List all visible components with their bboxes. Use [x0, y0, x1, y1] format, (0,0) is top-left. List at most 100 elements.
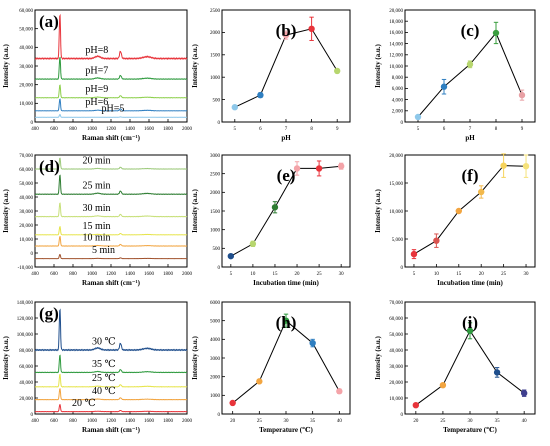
- data-point: [293, 165, 301, 172]
- x-tick-label: 1200: [106, 272, 117, 277]
- x-tick-label: 2000: [182, 419, 193, 424]
- x-tick-label: 25: [317, 272, 323, 277]
- y-tick-label: -10,000: [18, 266, 34, 271]
- y-tick-label: 16,000: [389, 31, 403, 36]
- x-tick-label: 6: [443, 127, 446, 132]
- x-tick-label: 35: [495, 419, 501, 424]
- data-point: [520, 390, 528, 397]
- x-tick-label: 1400: [125, 419, 136, 424]
- data-point: [500, 162, 507, 169]
- y-tick-label: 0: [31, 121, 34, 126]
- y-tick-label: 40,000: [389, 349, 403, 354]
- series-label: 25 min: [83, 181, 111, 192]
- x-tick-label: 40: [522, 419, 528, 424]
- y-tick-label: 1000: [210, 76, 221, 81]
- x-tick-label: 1800: [163, 127, 174, 132]
- y-tick-label: 0: [31, 413, 34, 418]
- y-tick-label: 30,000: [19, 65, 33, 70]
- y-tick-label: 40,000: [19, 196, 33, 201]
- panel-letter: (b): [276, 21, 297, 40]
- data-point: [308, 25, 315, 33]
- data-point: [336, 388, 343, 395]
- x-tick-label: 8: [495, 127, 498, 132]
- data-point: [309, 339, 316, 347]
- y-axis-label: Intensity (a.u.): [374, 335, 382, 379]
- y-tick-label: 8,000: [392, 76, 404, 81]
- y-tick-label: 30,000: [19, 210, 33, 215]
- panel-letter: (e): [277, 166, 296, 185]
- x-tick-label: 25: [501, 272, 507, 277]
- series-label: pH=6: [85, 97, 108, 108]
- panel-letter: (d): [39, 157, 60, 176]
- data-line: [234, 28, 338, 108]
- y-axis-label: Intensity (a.u.): [374, 43, 382, 87]
- data-line: [230, 165, 342, 257]
- series-label: 25 ℃: [92, 373, 116, 384]
- panel-letter: (c): [461, 21, 480, 40]
- y-tick-label: 60,000: [19, 9, 33, 14]
- spectrum-line: [35, 373, 188, 388]
- series-label: 15 min: [83, 221, 111, 232]
- x-tick-label: 30: [339, 272, 345, 277]
- y-tick-label: 2000: [210, 31, 221, 36]
- x-axis-label: Raman shift (cm⁻¹): [82, 426, 141, 434]
- x-axis-label: pH: [281, 134, 291, 142]
- data-point: [439, 382, 447, 389]
- panel-h: 20 25 30 35 40 0 1000 2000 3000 4000 5000 6000 Tempe…: [191, 301, 351, 434]
- series-label: 5 min: [92, 245, 115, 256]
- y-tick-label: 2500: [210, 9, 221, 14]
- panel-letter: (f): [462, 166, 479, 185]
- y-tick-label: 50,000: [19, 182, 33, 187]
- data-point: [282, 31, 290, 39]
- data-point: [229, 399, 236, 407]
- x-tick-label: 800: [69, 419, 77, 424]
- y-tick-label: 60,000: [389, 317, 403, 322]
- x-tick-label: 1600: [144, 127, 155, 132]
- y-tick-label: 20,000: [19, 224, 33, 229]
- x-tick-label: 10: [434, 272, 440, 277]
- panel-d: 400 600 800 1000 1200 1400 1600 1800 2000 -10,000…: [2, 154, 193, 287]
- data-point: [493, 369, 501, 376]
- spectrum-line: [34, 174, 188, 196]
- x-tick-label: 600: [50, 127, 58, 132]
- data-point: [455, 207, 462, 215]
- x-tick-label: 800: [69, 127, 77, 132]
- x-tick-label: 400: [31, 272, 39, 277]
- series-label: pH=9: [85, 84, 108, 95]
- panel-e: 5 10 15 20 25 30 0 500 1000 1500 2000 2500 3000 Incub…: [191, 154, 351, 287]
- spectrum-line: [34, 308, 188, 352]
- y-tick-label: 1500: [210, 210, 221, 215]
- y-tick-label: 30,000: [389, 365, 403, 370]
- x-tick-label: 30: [284, 419, 290, 424]
- y-tick-label: 10,000: [389, 397, 403, 402]
- x-tick-label: 1400: [125, 272, 136, 277]
- panel-letter: (a): [39, 12, 59, 31]
- x-axis-label: Raman shift (cm⁻¹): [82, 134, 141, 142]
- x-tick-label: 20: [413, 419, 419, 424]
- x-tick-label: 6: [259, 127, 262, 132]
- data-point: [231, 104, 239, 111]
- data-line: [413, 165, 527, 255]
- y-tick-label: 60,000: [19, 365, 33, 370]
- y-tick-label: 70,000: [19, 154, 33, 159]
- y-tick-label: 10,000: [19, 238, 33, 243]
- y-tick-label: 100,000: [17, 333, 34, 338]
- x-tick-label: 35: [310, 419, 316, 424]
- y-tick-label: 14,000: [389, 42, 403, 47]
- y-tick-label: 1000: [210, 228, 221, 233]
- x-tick-label: 7: [285, 127, 288, 132]
- y-tick-label: 40,000: [19, 381, 33, 386]
- panel-g: 400 600 800 1000 1200 1400 1600 1800 2000 0 20,000…: [2, 301, 193, 434]
- x-tick-label: 30: [468, 419, 474, 424]
- x-tick-label: 20: [479, 272, 485, 277]
- x-tick-label: 5: [413, 272, 416, 277]
- panel-letter: (g): [39, 304, 59, 323]
- x-tick-label: 1400: [125, 127, 136, 132]
- y-tick-label: 10,000: [389, 210, 403, 215]
- series-label: 20 min: [83, 155, 111, 166]
- data-point: [227, 252, 235, 260]
- y-tick-label: 2000: [210, 191, 221, 196]
- y-tick-label: 4000: [210, 338, 221, 343]
- y-tick-label: 6000: [210, 301, 221, 306]
- spectrum-line: [34, 202, 188, 218]
